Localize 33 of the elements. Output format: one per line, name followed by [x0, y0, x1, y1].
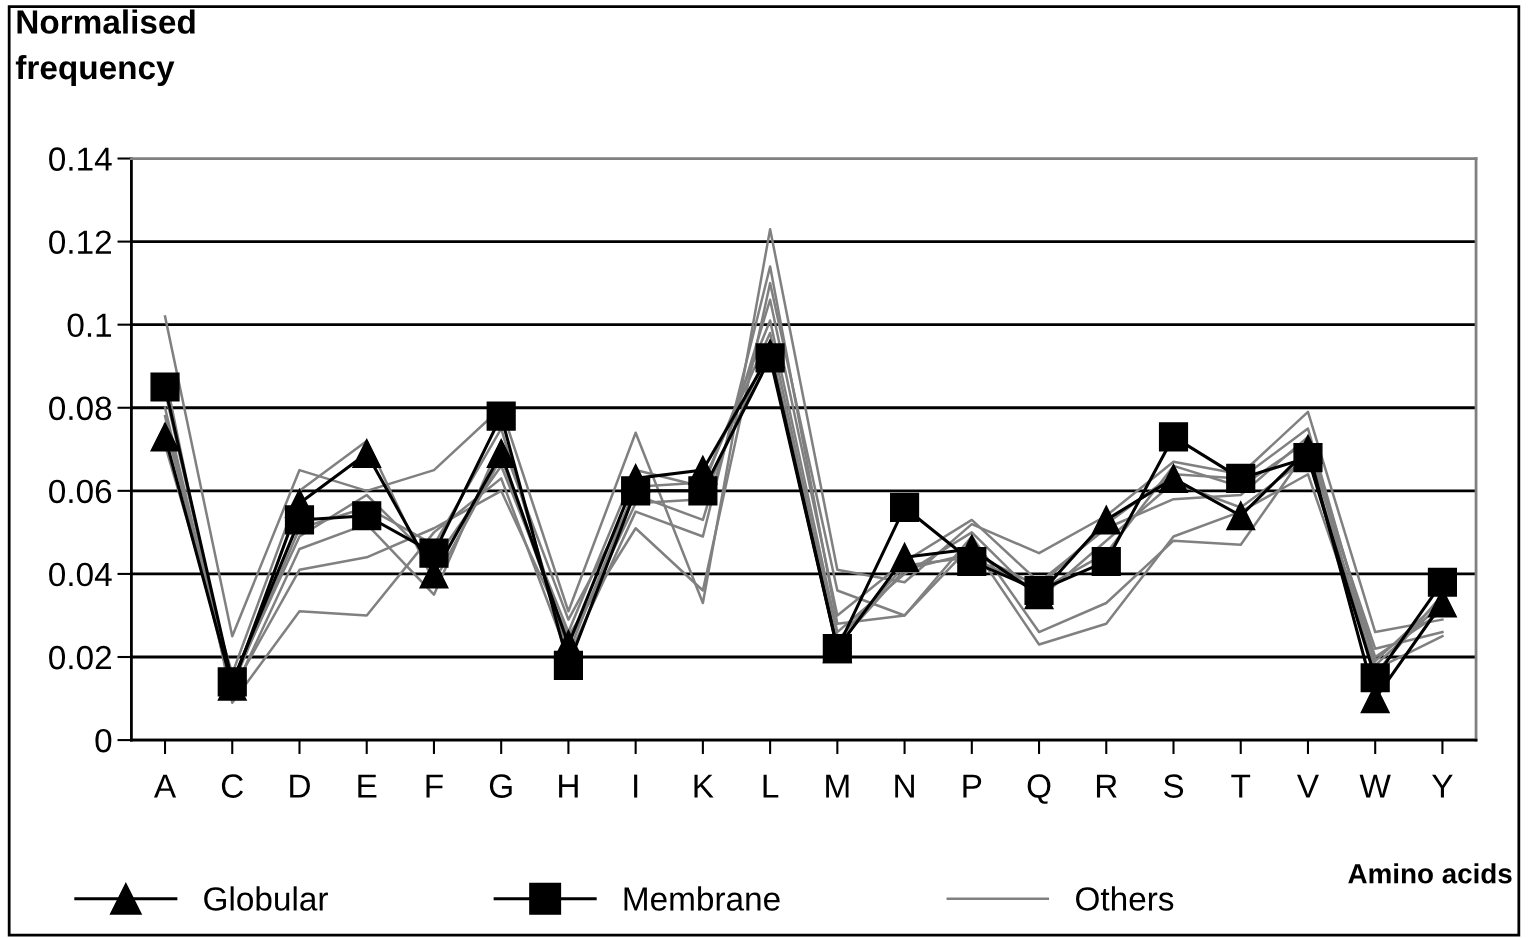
x-tick-label: H [559, 774, 578, 798]
x-tick-label: W [1359, 774, 1391, 798]
x-tick-label: L [763, 774, 779, 798]
x-tick-label: P [963, 774, 982, 798]
x-tick-label: I [634, 774, 638, 798]
y-tick-label: 0.12 [49, 230, 111, 255]
x-tick-label: R [1096, 774, 1117, 798]
x-tick-label: Y [1432, 774, 1453, 798]
y-tick-label: 0.02 [49, 645, 111, 670]
x-tick-label: K [694, 774, 714, 798]
y-tick-label: 0.08 [49, 396, 112, 421]
x-tick-label: E [358, 774, 377, 798]
x-tick-label: S [1163, 774, 1184, 798]
x-tick-label: D [290, 774, 310, 798]
x-tick-label: V [1297, 774, 1319, 798]
y-tick-label: 0.04 [49, 562, 112, 587]
y-axis-title: Normalised frequency [15, 9, 195, 87]
x-tick-label: N [895, 774, 914, 798]
x-tick-label: A [153, 774, 177, 798]
legend-label: Others [1076, 886, 1174, 911]
x-tick-label: M [826, 774, 849, 798]
y-tick-label: 0.06 [49, 479, 112, 504]
x-tick-label: Q [1027, 774, 1051, 804]
x-tick-label: F [426, 774, 443, 798]
y-tick-label: 0.14 [49, 147, 112, 171]
x-tick-label: T [1231, 774, 1251, 798]
y-tick-label: 0 [95, 728, 112, 753]
x-tick-label: C [221, 774, 244, 798]
x-axis-title: Amino acids [1348, 863, 1512, 884]
legend-label: Globular [204, 886, 328, 911]
legend-label: Membrane [624, 886, 780, 911]
x-tick-label: G [489, 774, 512, 798]
y-tick-label: 0.1 [67, 313, 112, 338]
